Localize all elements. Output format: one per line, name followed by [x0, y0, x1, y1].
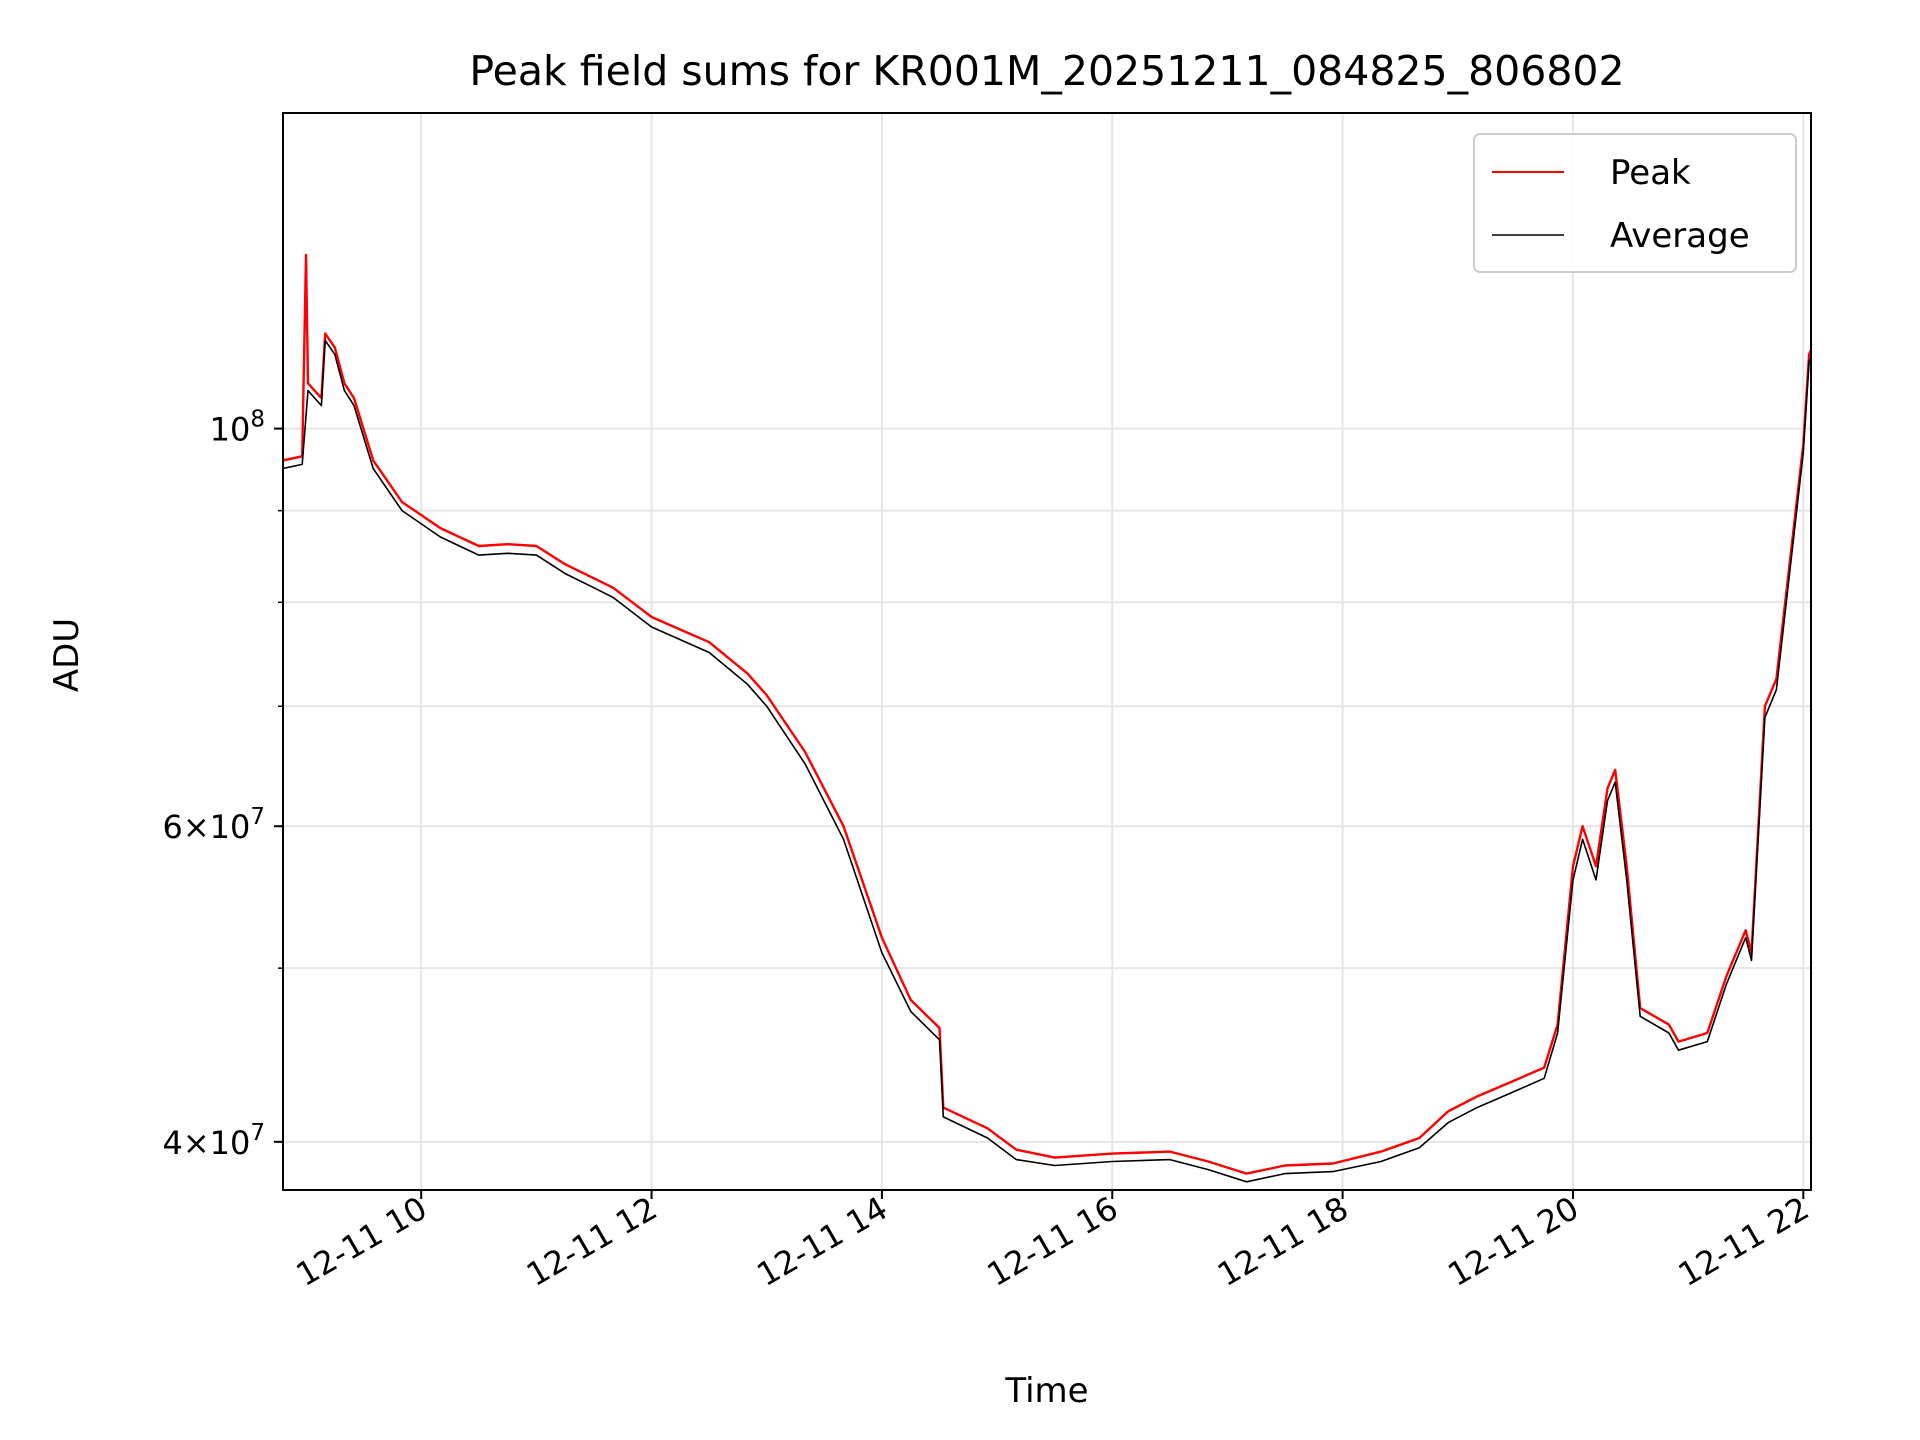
x-axis-label: Time: [1004, 1371, 1088, 1411]
legend-box: [1473, 133, 1797, 273]
legend-label: Average: [1610, 216, 1750, 256]
series-line-average: [283, 339, 1811, 1183]
plot-area: [283, 253, 1811, 1183]
y-axis-label: ADU: [47, 618, 87, 692]
y-tick-label: 6×107: [162, 804, 265, 846]
chart-title: Peak field sums for KR001M_20251211_0848…: [469, 47, 1624, 95]
y-tick-label: 4×107: [162, 1120, 265, 1162]
legend: Peak Average: [1473, 133, 1797, 273]
grid: [283, 113, 1811, 1190]
y-tick-label: 108: [210, 407, 265, 449]
axes-frame: [282, 112, 1812, 1191]
series-line-peak: [283, 253, 1811, 1175]
legend-label: Peak: [1610, 153, 1691, 193]
